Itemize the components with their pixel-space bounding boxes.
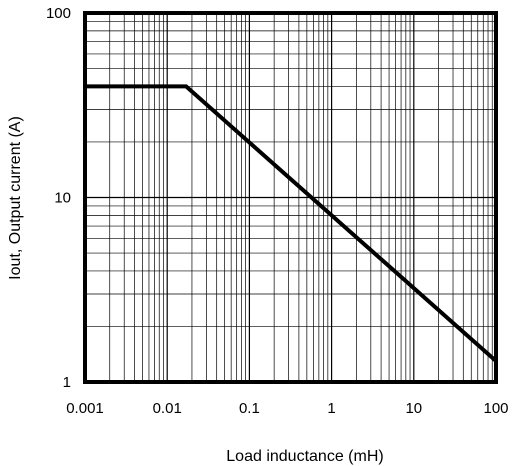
- x-tick-label: 100: [483, 400, 508, 417]
- x-tick-label: 1: [327, 400, 335, 417]
- x-axis-ticks: 0.001 0.01 0.1 1 10 100: [66, 400, 508, 417]
- series-layer: [85, 84, 498, 363]
- x-tick-label: 0.001: [66, 400, 104, 417]
- x-axis-title: Load inductance (mH): [226, 448, 383, 465]
- y-axis-ticks: 1 10 100: [46, 5, 71, 391]
- x-tick-label: 0.1: [239, 400, 260, 417]
- x-tick-label: 0.01: [153, 400, 182, 417]
- y-axis-title: Iout, Output current (A): [7, 116, 24, 280]
- grid: [85, 13, 496, 382]
- plot-frame: [83, 11, 498, 384]
- series-line: [85, 84, 498, 363]
- y-tick-label: 10: [54, 190, 71, 207]
- y-tick-label: 1: [63, 374, 71, 391]
- y-tick-label: 100: [46, 5, 71, 22]
- x-tick-label: 10: [405, 400, 422, 417]
